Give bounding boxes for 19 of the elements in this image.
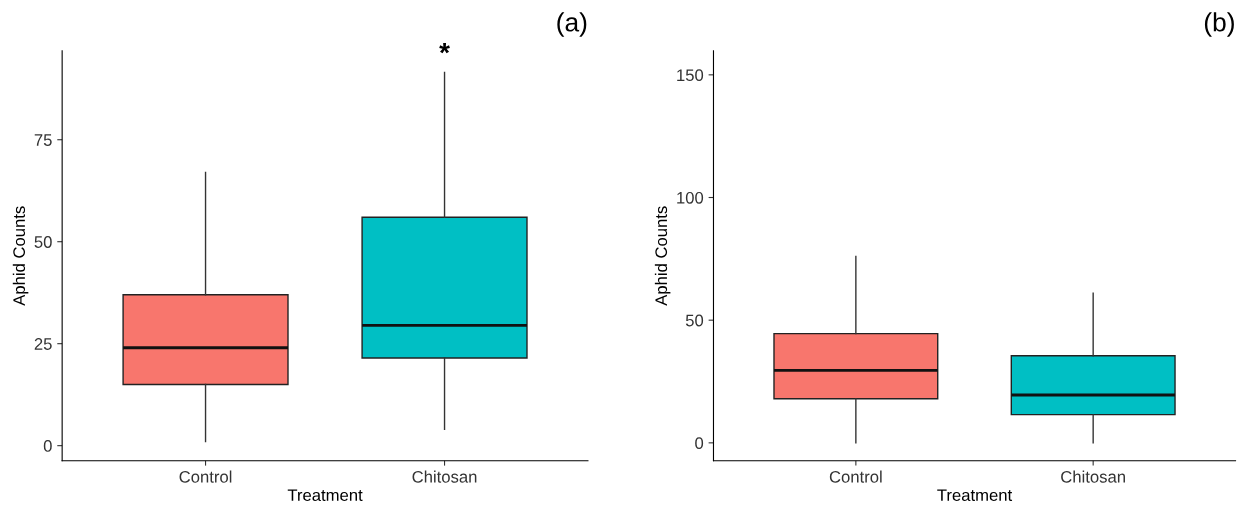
y-tick-label: 75 (34, 134, 52, 146)
y-tick-label: 25 (34, 338, 52, 350)
y-tick-label: 0 (695, 437, 704, 450)
y-tick-label: 0 (43, 440, 52, 452)
x-tick-label: Control (179, 470, 232, 483)
y-axis-title: Aphid Counts (12, 206, 29, 306)
y-tick-label: 50 (685, 314, 704, 327)
x-tick-label: Chitosan (1061, 470, 1125, 483)
y-tick-label: 150 (677, 69, 704, 82)
y-axis-title: Aphid Counts (654, 206, 671, 306)
y-tick-label: 100 (677, 191, 704, 204)
y-tick-label: 50 (34, 236, 52, 248)
chart-title: (b) (1204, 12, 1234, 37)
annotation: * (439, 42, 450, 54)
x-axis-title: Treatment (937, 489, 1013, 502)
chart-title: (a) (557, 12, 587, 37)
x-tick-label: Chitosan (412, 470, 477, 483)
x-tick-label: Control (829, 470, 882, 483)
x-axis-title: Treatment (287, 489, 363, 502)
